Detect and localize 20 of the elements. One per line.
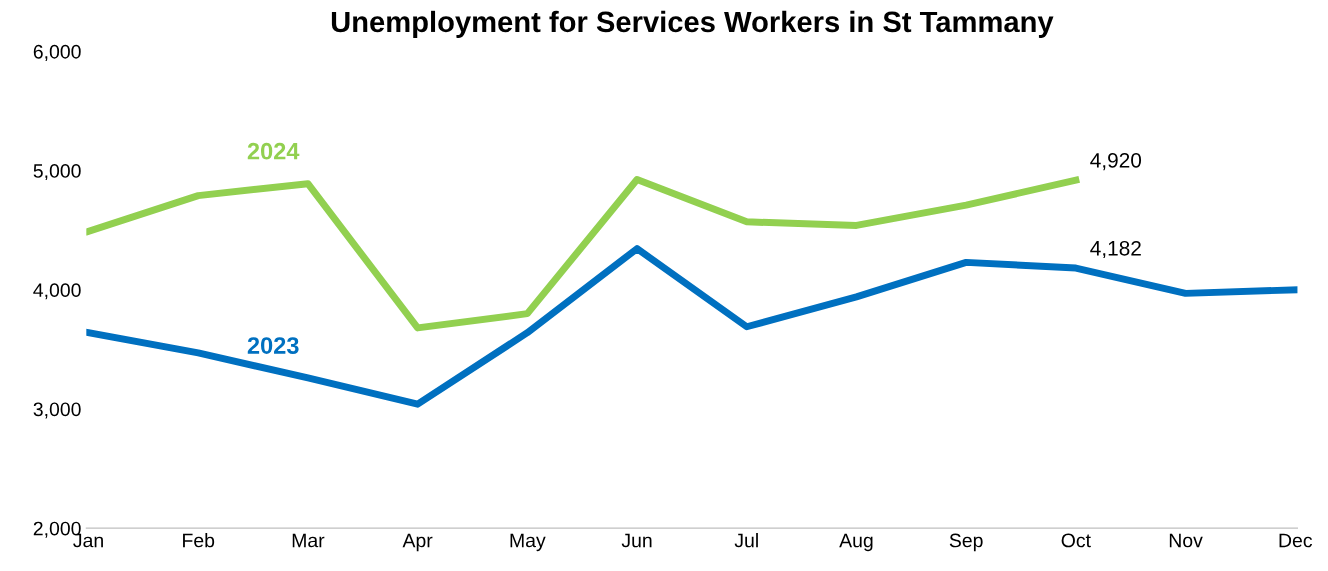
x-tick-label: Nov bbox=[1169, 533, 1203, 548]
x-tick-label: Oct bbox=[1061, 533, 1091, 548]
x-tick-label: Jul bbox=[734, 533, 758, 548]
y-tick-label: 3,000 bbox=[33, 402, 81, 419]
y-tick-label: 5,000 bbox=[33, 164, 81, 181]
x-tick-label: Sep bbox=[949, 533, 983, 552]
series-label: 2024 bbox=[247, 142, 300, 160]
x-tick-label: Dec bbox=[1279, 533, 1313, 548]
x-tick-label: Mar bbox=[292, 533, 325, 548]
chart-title: Unemployment for Services Workers in St Tammany bbox=[331, 10, 1054, 38]
x-tick-label: Aug bbox=[839, 533, 873, 552]
x-tick-label: Jun bbox=[621, 533, 652, 548]
y-tick-label: 6,000 bbox=[33, 44, 81, 61]
x-tick-label: May bbox=[510, 533, 546, 552]
x-tick-label: Apr bbox=[402, 533, 433, 552]
data-label: 4,182 bbox=[1090, 240, 1141, 259]
x-tick-label: Feb bbox=[183, 533, 215, 548]
y-tick-label: 4,000 bbox=[33, 283, 81, 300]
data-label: 4,920 bbox=[1090, 152, 1142, 171]
series-label: 2023 bbox=[247, 337, 299, 354]
